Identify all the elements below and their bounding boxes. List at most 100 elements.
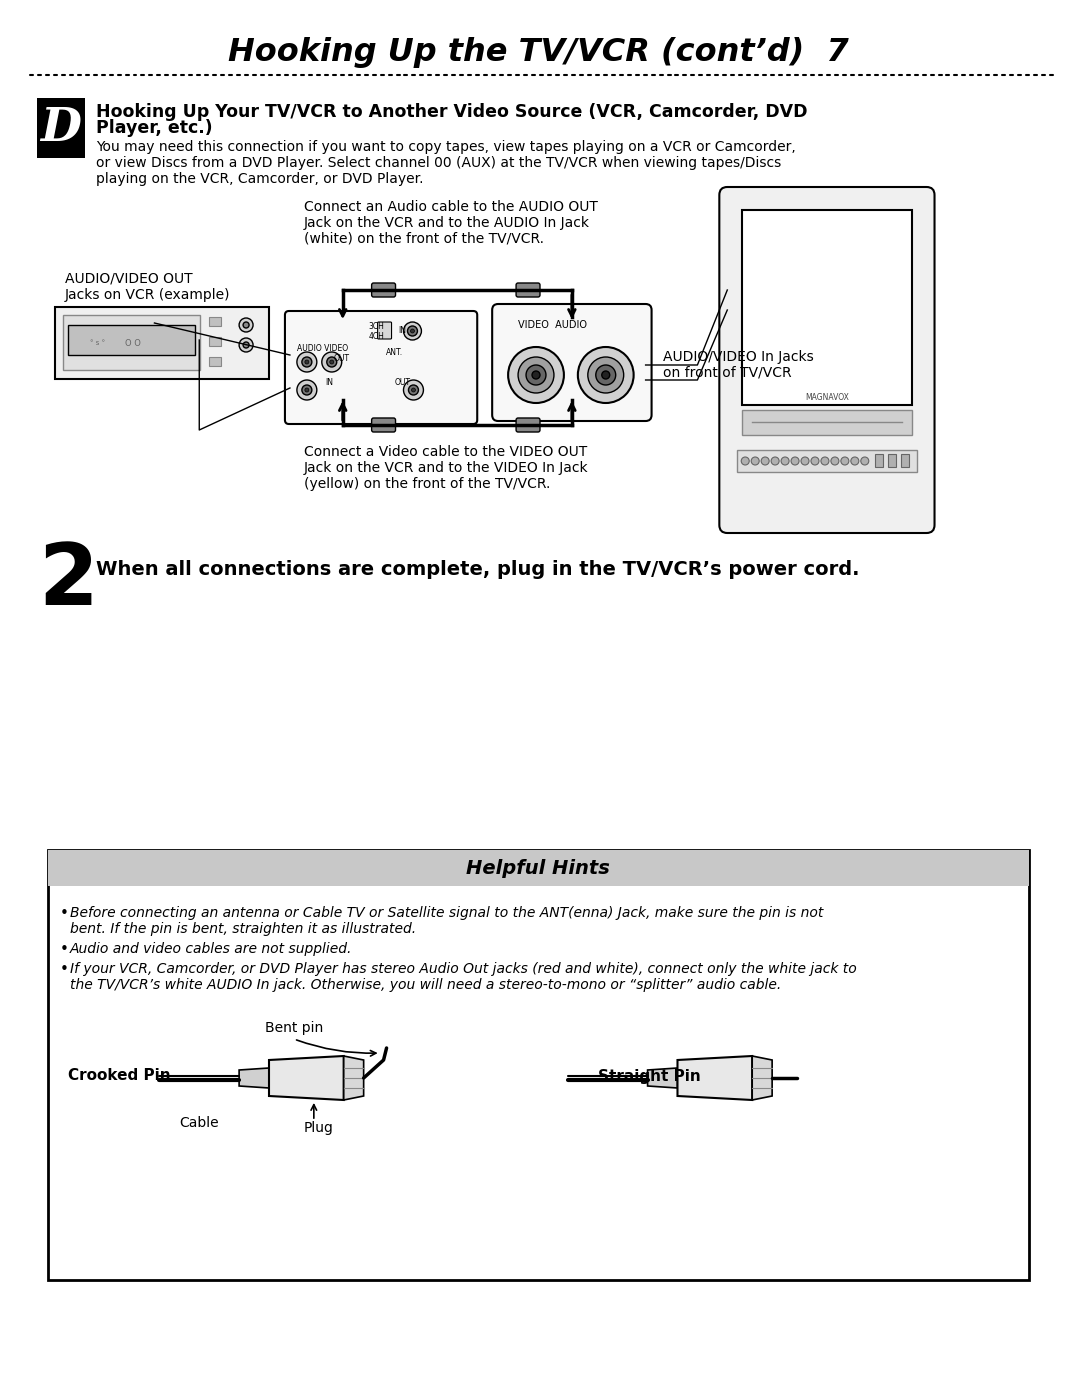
Text: AUDIO/VIDEO In Jacks: AUDIO/VIDEO In Jacks	[662, 351, 813, 365]
Text: 4CH: 4CH	[368, 332, 384, 341]
Text: 3CH: 3CH	[368, 321, 384, 331]
Text: When all connections are complete, plug in the TV/VCR’s power cord.: When all connections are complete, plug …	[96, 560, 860, 578]
Text: Hooking Up the TV/VCR (cont’d)  7: Hooking Up the TV/VCR (cont’d) 7	[228, 36, 849, 67]
Polygon shape	[269, 1056, 343, 1099]
Bar	[742, 409, 912, 434]
Circle shape	[297, 352, 316, 372]
Text: Helpful Hints: Helpful Hints	[467, 859, 610, 877]
Text: Jacks on VCR (example): Jacks on VCR (example)	[65, 288, 230, 302]
Circle shape	[841, 457, 849, 465]
Circle shape	[518, 358, 554, 393]
Circle shape	[408, 386, 418, 395]
Text: Jack on the VCR and to the AUDIO In Jack: Jack on the VCR and to the AUDIO In Jack	[303, 217, 590, 231]
Text: Before connecting an antenna or Cable TV or Satellite signal to the ANT(enna) Ja: Before connecting an antenna or Cable TV…	[70, 907, 823, 921]
Bar	[738, 450, 917, 472]
Text: ° s °: ° s °	[90, 339, 105, 346]
Text: on front of TV/VCR: on front of TV/VCR	[662, 366, 792, 380]
Bar	[210, 337, 221, 346]
Text: 2: 2	[38, 541, 97, 623]
Circle shape	[578, 346, 634, 402]
Bar	[210, 358, 221, 366]
Circle shape	[410, 330, 415, 332]
Circle shape	[791, 457, 799, 465]
Text: MAGNAVOX: MAGNAVOX	[805, 394, 849, 402]
Text: Cable: Cable	[179, 1116, 219, 1130]
Text: Jack on the VCR and to the VIDEO In Jack: Jack on the VCR and to the VIDEO In Jack	[303, 461, 589, 475]
Circle shape	[588, 358, 623, 393]
Circle shape	[596, 365, 616, 386]
Circle shape	[508, 346, 564, 402]
Text: Bent pin: Bent pin	[265, 1021, 323, 1035]
Text: or view Discs from a DVD Player. Select channel 00 (AUX) at the TV/VCR when view: or view Discs from a DVD Player. Select …	[96, 156, 781, 170]
Text: You may need this connection if you want to copy tapes, view tapes playing on a : You may need this connection if you want…	[96, 140, 795, 154]
Text: VIDEO  AUDIO: VIDEO AUDIO	[518, 320, 588, 330]
Bar	[48, 849, 1029, 886]
Circle shape	[771, 457, 779, 465]
Bar	[742, 210, 912, 405]
Circle shape	[801, 457, 809, 465]
Text: Plug: Plug	[303, 1120, 334, 1134]
Circle shape	[305, 360, 309, 365]
FancyBboxPatch shape	[285, 312, 477, 425]
FancyBboxPatch shape	[492, 305, 651, 420]
Bar	[55, 307, 269, 379]
Text: Connect an Audio cable to the AUDIO OUT: Connect an Audio cable to the AUDIO OUT	[303, 200, 597, 214]
Circle shape	[297, 380, 316, 400]
Circle shape	[526, 365, 546, 386]
Text: If your VCR, Camcorder, or DVD Player has stereo Audio Out jacks (red and white): If your VCR, Camcorder, or DVD Player ha…	[70, 963, 856, 977]
Circle shape	[243, 321, 249, 328]
Circle shape	[761, 457, 769, 465]
FancyBboxPatch shape	[516, 284, 540, 298]
Polygon shape	[677, 1056, 752, 1099]
Polygon shape	[648, 1067, 677, 1088]
Circle shape	[404, 380, 423, 400]
Circle shape	[239, 319, 253, 332]
Text: bent. If the pin is bent, straighten it as illustrated.: bent. If the pin is bent, straighten it …	[70, 922, 416, 936]
Text: Crooked Pin: Crooked Pin	[68, 1069, 171, 1084]
Bar	[37, 98, 84, 158]
Text: O O: O O	[124, 338, 140, 348]
Bar	[48, 849, 1029, 1280]
Text: AUDIO VIDEO: AUDIO VIDEO	[297, 344, 348, 353]
FancyBboxPatch shape	[719, 187, 934, 534]
Circle shape	[327, 358, 337, 367]
FancyBboxPatch shape	[372, 418, 395, 432]
Polygon shape	[343, 1056, 364, 1099]
Circle shape	[602, 372, 610, 379]
Circle shape	[239, 338, 253, 352]
Bar	[888, 454, 895, 467]
Circle shape	[411, 388, 416, 393]
Text: •: •	[59, 963, 69, 977]
Polygon shape	[752, 1056, 772, 1099]
FancyBboxPatch shape	[378, 321, 392, 339]
Circle shape	[302, 386, 312, 395]
Circle shape	[831, 457, 839, 465]
Polygon shape	[239, 1067, 269, 1088]
Circle shape	[861, 457, 868, 465]
Circle shape	[811, 457, 819, 465]
Circle shape	[781, 457, 789, 465]
FancyBboxPatch shape	[516, 418, 540, 432]
Text: AUDIO/VIDEO OUT: AUDIO/VIDEO OUT	[65, 272, 192, 286]
Text: the TV/VCR’s white AUDIO In jack. Otherwise, you will need a stereo-to-mono or “: the TV/VCR’s white AUDIO In jack. Otherw…	[70, 978, 781, 992]
Text: IN: IN	[325, 379, 333, 387]
Text: ANT.: ANT.	[386, 348, 403, 358]
Circle shape	[404, 321, 421, 339]
Circle shape	[532, 372, 540, 379]
Circle shape	[851, 457, 859, 465]
Text: •: •	[59, 907, 69, 921]
Text: Connect a Video cable to the VIDEO OUT: Connect a Video cable to the VIDEO OUT	[303, 446, 588, 460]
Text: IN: IN	[399, 326, 406, 335]
Text: Player, etc.): Player, etc.)	[96, 119, 213, 137]
Circle shape	[243, 342, 249, 348]
Text: (yellow) on the front of the TV/VCR.: (yellow) on the front of the TV/VCR.	[303, 476, 550, 490]
Text: Straight Pin: Straight Pin	[597, 1069, 701, 1084]
Bar	[875, 454, 882, 467]
Bar	[210, 317, 221, 326]
FancyBboxPatch shape	[372, 284, 395, 298]
Circle shape	[305, 388, 309, 393]
Text: D: D	[40, 105, 81, 151]
Circle shape	[329, 360, 334, 365]
Circle shape	[407, 326, 418, 337]
Text: OUT: OUT	[334, 353, 350, 363]
